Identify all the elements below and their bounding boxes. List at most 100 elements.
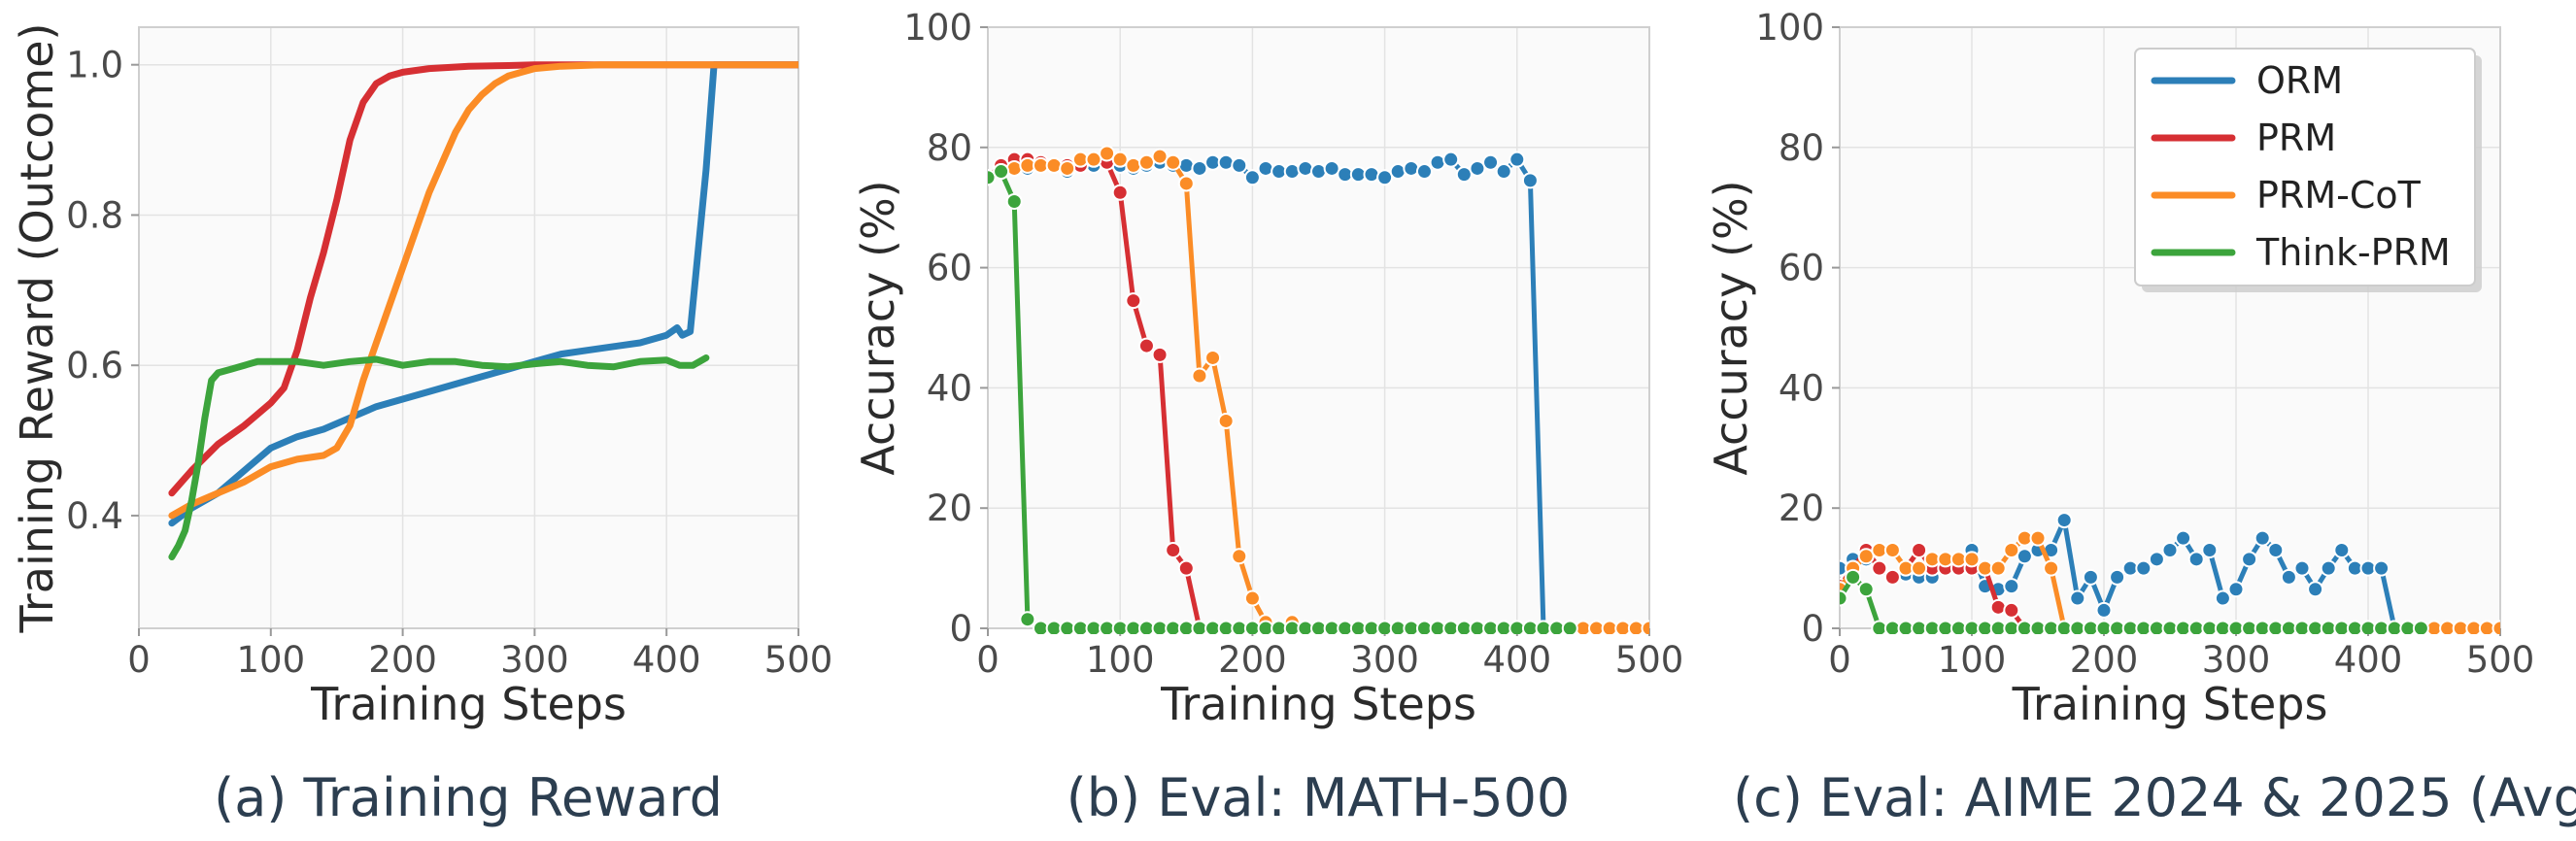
data-point <box>1177 156 1195 174</box>
data-point <box>2135 559 2152 577</box>
y-tick-label: 0 <box>949 608 972 650</box>
legend-label: PRM <box>2256 117 2336 159</box>
data-point <box>2201 542 2219 559</box>
x-tick-label: 100 <box>1938 639 2007 681</box>
y-tick-label: 80 <box>927 127 972 169</box>
data-point <box>1989 559 2007 577</box>
legend-label: Think-PRM <box>2255 231 2451 274</box>
y-axis-label: Training Reward (Outcome) <box>11 23 63 634</box>
data-point <box>1845 568 1862 586</box>
data-point <box>2161 542 2179 559</box>
x-tick-label: 200 <box>368 639 437 681</box>
data-point <box>1059 159 1076 177</box>
data-point <box>1125 292 1142 310</box>
data-point <box>1561 620 1578 634</box>
data-point <box>1243 169 1261 186</box>
data-point <box>2069 589 2086 607</box>
data-point <box>2148 551 2165 568</box>
x-tick-label: 500 <box>764 639 833 681</box>
data-point <box>1641 620 1649 634</box>
data-point <box>1111 151 1129 168</box>
x-tick-label: 200 <box>1218 639 1287 681</box>
data-point <box>1099 145 1116 162</box>
plot-frame <box>138 26 799 629</box>
data-point <box>2227 581 2245 598</box>
y-tick-label: 100 <box>903 7 972 49</box>
data-point <box>1429 153 1446 171</box>
data-point <box>2003 542 2020 559</box>
legend-box <box>2134 48 2476 286</box>
data-point <box>2082 568 2099 586</box>
data-point <box>1165 542 1182 559</box>
x-tick-label: 500 <box>1615 639 1684 681</box>
x-tick-label: 500 <box>2466 639 2535 681</box>
data-point <box>2491 620 2500 634</box>
data-point <box>1297 159 1314 177</box>
x-tick-label: 300 <box>2202 639 2271 681</box>
panel-caption: (a) Training Reward <box>214 767 723 828</box>
data-point <box>2175 529 2192 547</box>
data-point <box>2043 559 2060 577</box>
data-point <box>1165 153 1182 171</box>
x-tick-label: 400 <box>632 639 701 681</box>
data-point <box>2267 542 2285 559</box>
data-point <box>2095 601 2113 619</box>
data-point <box>1883 542 1901 559</box>
data-point <box>1963 551 1981 568</box>
data-point <box>1482 153 1500 171</box>
data-point <box>1085 151 1102 168</box>
x-tick-label: 0 <box>976 639 1000 681</box>
x-tick-label: 400 <box>1482 639 1551 681</box>
x-axis-label: Training Steps <box>1160 678 1476 730</box>
panel-caption: (b) Eval: MATH-500 <box>1067 767 1571 828</box>
data-point <box>1111 184 1129 201</box>
x-tick-label: 0 <box>127 639 151 681</box>
data-point <box>1243 589 1261 607</box>
y-tick-label: 0.6 <box>66 345 123 387</box>
data-point <box>993 163 1010 181</box>
data-point <box>1310 163 1327 181</box>
x-tick-label: 400 <box>2334 639 2403 681</box>
data-point <box>1217 153 1235 171</box>
data-point <box>2109 568 2126 586</box>
data-point <box>1204 349 1222 366</box>
x-tick-label: 300 <box>500 639 569 681</box>
data-point <box>2187 551 2205 568</box>
data-point <box>2254 529 2271 547</box>
series-think-prm <box>988 163 1578 634</box>
plot-area <box>988 27 1649 628</box>
data-point <box>2293 559 2311 577</box>
data-point <box>2055 512 2073 529</box>
data-point <box>1151 148 1169 165</box>
y-tick-label: 100 <box>1755 7 1824 49</box>
data-point <box>2241 551 2258 568</box>
data-point <box>2016 548 2033 565</box>
data-point <box>2003 601 2020 619</box>
data-point <box>1019 611 1036 628</box>
legend: ORM PRM PRM-CoT Think-PRM <box>2134 48 2482 292</box>
data-point <box>2333 542 2351 559</box>
data-point <box>1045 156 1063 174</box>
series-line <box>168 61 798 520</box>
y-tick-label: 60 <box>927 248 972 289</box>
data-point <box>2373 559 2390 577</box>
data-point <box>1415 163 1433 181</box>
data-point <box>1177 175 1195 192</box>
y-tick-label: 60 <box>1779 248 1824 289</box>
data-point <box>1989 598 2007 616</box>
x-tick-label: 300 <box>1350 639 1419 681</box>
y-tick-label: 40 <box>1779 367 1824 409</box>
x-tick-label: 100 <box>1086 639 1155 681</box>
y-axis-label: Accuracy (%) <box>1705 180 1757 475</box>
panel-caption: (c) Eval: AIME 2024 & 2025 (Avg) <box>1733 767 2576 828</box>
data-point <box>2214 589 2231 607</box>
y-tick-label: 0.8 <box>66 194 123 236</box>
data-point <box>1857 548 1875 565</box>
data-point <box>1857 581 1875 598</box>
data-point <box>1323 159 1340 177</box>
data-point <box>1257 159 1274 177</box>
data-point <box>1455 166 1473 184</box>
